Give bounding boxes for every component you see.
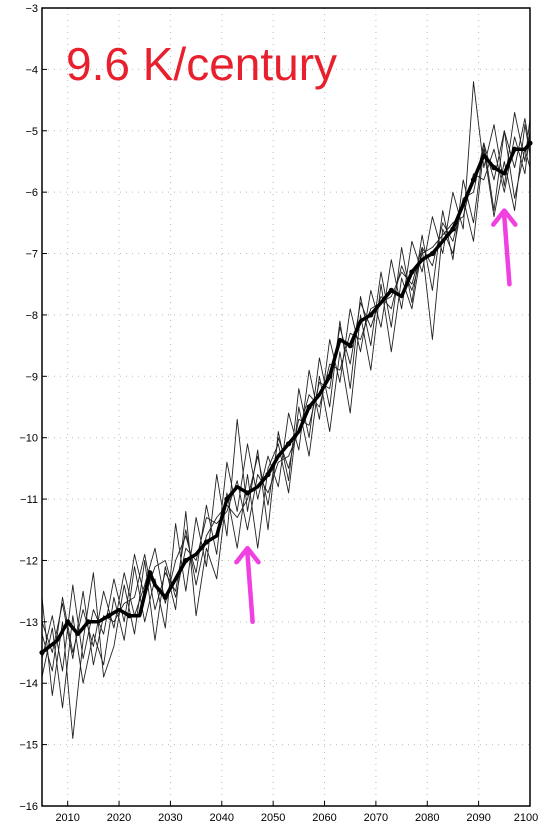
x-tick-label: 2030 [158, 812, 182, 824]
x-axis: 2010 2020 2030 2040 2050 2060 2070 2080 2090 2100 [55, 801, 538, 824]
ensemble-members [41, 81, 531, 739]
y-tick-label: −13 [19, 617, 38, 629]
x-tick-label: 2060 [312, 812, 336, 824]
plot-frame [41, 7, 531, 807]
ensemble-mean-point [244, 490, 251, 496]
ensemble-mean-point [368, 312, 374, 318]
ensemble-mean-point [306, 404, 312, 410]
ensemble-mean-point [106, 613, 112, 619]
ensemble-mean-point [511, 146, 518, 152]
y-tick-label: −10 [19, 433, 38, 445]
x-tick-label: 2090 [466, 812, 490, 824]
y-tick-label: −6 [25, 187, 38, 199]
arrow-shaft [502, 214, 512, 287]
y-tick-label: −15 [19, 740, 38, 752]
arrow-head [234, 545, 261, 565]
y-tick-label: −5 [25, 126, 38, 138]
y-tick-label: −9 [25, 371, 38, 383]
ensemble-mean-point [285, 441, 292, 447]
ensemble-mean-point [203, 539, 209, 545]
ensemble-mean-point [470, 177, 477, 183]
ensemble-member-line [41, 81, 531, 672]
x-tick-label: 2100 [514, 812, 538, 824]
x-tick-label: 2070 [364, 812, 388, 824]
grid [42, 7, 531, 807]
ensemble-mean-point [429, 250, 435, 257]
y-tick-label: −11 [20, 494, 38, 506]
x-tick-label: 2010 [55, 812, 79, 824]
ensemble-mean-point [147, 570, 153, 576]
ensemble-mean-point [265, 471, 271, 478]
ensemble-mean-point [85, 619, 91, 625]
ensemble-mean-point [224, 496, 230, 502]
ensemble-mean [39, 140, 533, 656]
ensemble-mean-point [491, 165, 497, 171]
ensemble-member-line [41, 118, 531, 672]
arrow-head [491, 208, 518, 227]
y-tick-label: −12 [19, 555, 38, 567]
x-tick-label: 2050 [261, 812, 285, 824]
ensemble-mean-point [183, 557, 189, 564]
y-tick-label: −14 [19, 678, 38, 690]
ensemble-mean-point [409, 269, 415, 275]
x-tick-label: 2040 [210, 812, 234, 824]
x-tick-label: 2080 [415, 812, 439, 824]
ensemble-mean-point [126, 613, 132, 619]
ensemble-mean-point [65, 619, 71, 625]
y-tick-label: −3 [25, 3, 38, 15]
ensemble-member-line [41, 130, 531, 666]
ensemble-mean-point [450, 226, 456, 232]
arrow-shaft [245, 551, 255, 625]
x-tick-label: 2020 [107, 812, 131, 824]
ensemble-mean-point [162, 594, 168, 600]
ensemble-mean-line [40, 141, 532, 654]
ensemble-member-line [41, 124, 531, 739]
annotation-text: 9.6 K/century [66, 38, 337, 90]
ensemble-mean-point [388, 287, 394, 293]
y-tick-label: −7 [25, 249, 38, 261]
y-axis: −16 −15 −14 −13 −12 −11 −10 −9 −8 −7 −6 −5 −4 −3 [19, 3, 47, 813]
y-tick-label: −4 [25, 64, 38, 76]
arrows [234, 208, 518, 625]
y-tick-label: −16 [19, 801, 38, 813]
y-tick-label: −8 [25, 310, 38, 322]
ensemble-mean-point [347, 343, 353, 349]
ensemble-member-line [41, 130, 531, 709]
ensemble-mean-point [327, 373, 333, 379]
